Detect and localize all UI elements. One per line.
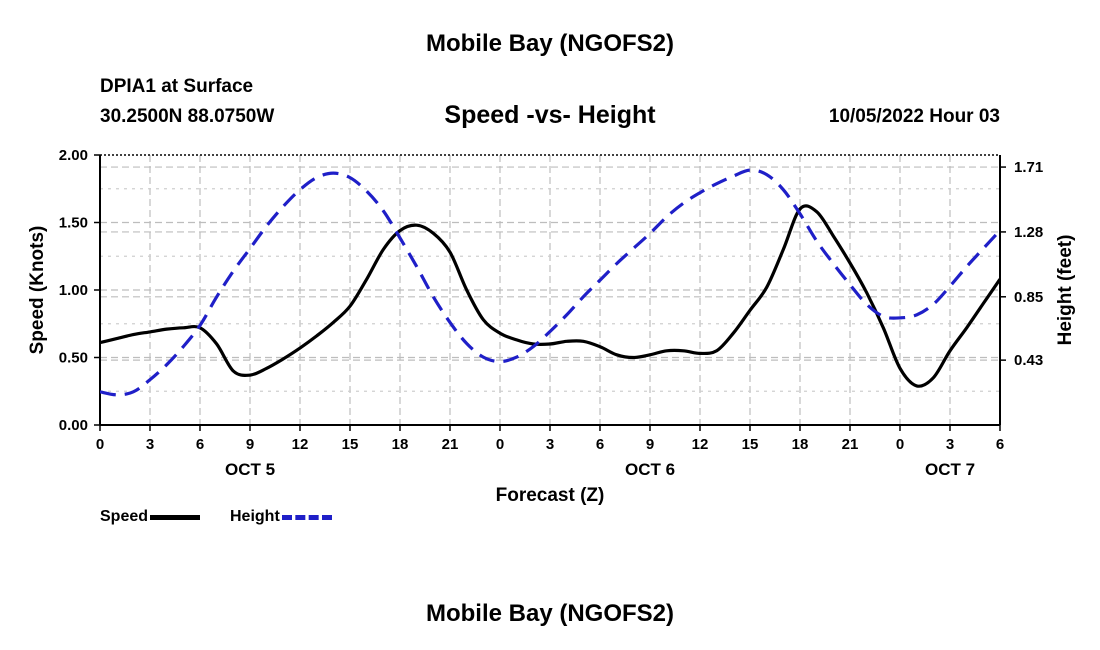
legend-label-height: Height [230,508,280,525]
x-date-label: OCT 7 [925,460,975,479]
legend-swatch-height [281,514,332,520]
x-tick-label: 3 [946,436,954,453]
x-tick-label: 9 [246,436,254,453]
y-tick-label: 1.00 [59,282,88,299]
legend-swatch-speed [150,514,201,520]
x-date-label: OCT 5 [225,460,275,479]
x-tick-label: 3 [146,436,154,453]
legend-label-speed: Speed [100,508,149,525]
series-line-speed [100,204,1000,388]
x-tick-label: 12 [692,436,709,453]
y2-tick-label: 1.28 [1014,224,1043,241]
x-tick-label: 6 [996,436,1004,453]
x-tick-label: 18 [792,436,809,453]
y-tick-label: 2.00 [59,147,88,164]
forecast-datetime: 10/05/2022 Hour 03 [828,106,1000,127]
x-tick-label: 6 [196,436,204,453]
x-tick-label: 9 [646,436,654,453]
coordinates-label: 30.2500N 88.0750W [100,106,275,127]
x-tick-label: 3 [546,436,554,453]
x-tick-label: 21 [442,436,459,453]
x-tick-label: 0 [496,436,504,453]
x-axis-title: Forecast (Z) [496,485,605,506]
y-tick-label: 1.50 [59,215,88,232]
x-date-label: OCT 6 [625,460,675,479]
footer-title: Mobile Bay (NGOFS2) [425,600,675,627]
x-tick-label: 12 [292,436,309,453]
x-tick-label: 0 [96,436,104,453]
y2-tick-label: 1.71 [1014,159,1043,176]
x-tick-label: 18 [392,436,409,453]
x-tick-label: 21 [842,436,859,453]
page-title: Mobile Bay (NGOFS2) [425,30,675,57]
legend-item-height: Height [230,508,332,526]
station-label: DPIA1 at Surface [100,76,254,97]
y2-tick-label: 0.43 [1014,352,1043,369]
y-tick-label: 0.00 [59,417,88,434]
grid-lines [100,155,1000,425]
series-line-height [100,168,1000,397]
x-tick-label: 6 [596,436,604,453]
axes: 0 3 6 9 12 15 18 21 0 3 6 9 12 15 18 21 0 3 6 OCT 5 OCT 6 OCT… [27,147,1076,506]
chart-subtitle: Speed -vs- Height [444,101,656,129]
y-tick-label: 0.50 [59,350,88,367]
y-axis-title: Speed (Knots) [27,226,48,355]
x-tick-label: 15 [742,436,759,453]
legend-item-speed: Speed [100,508,201,526]
series-layer [100,168,1000,397]
y2-axis-title: Height (feet) [1055,235,1076,346]
y2-tick-label: 0.85 [1014,289,1043,306]
x-tick-label: 0 [896,436,904,453]
x-tick-label: 15 [342,436,359,453]
